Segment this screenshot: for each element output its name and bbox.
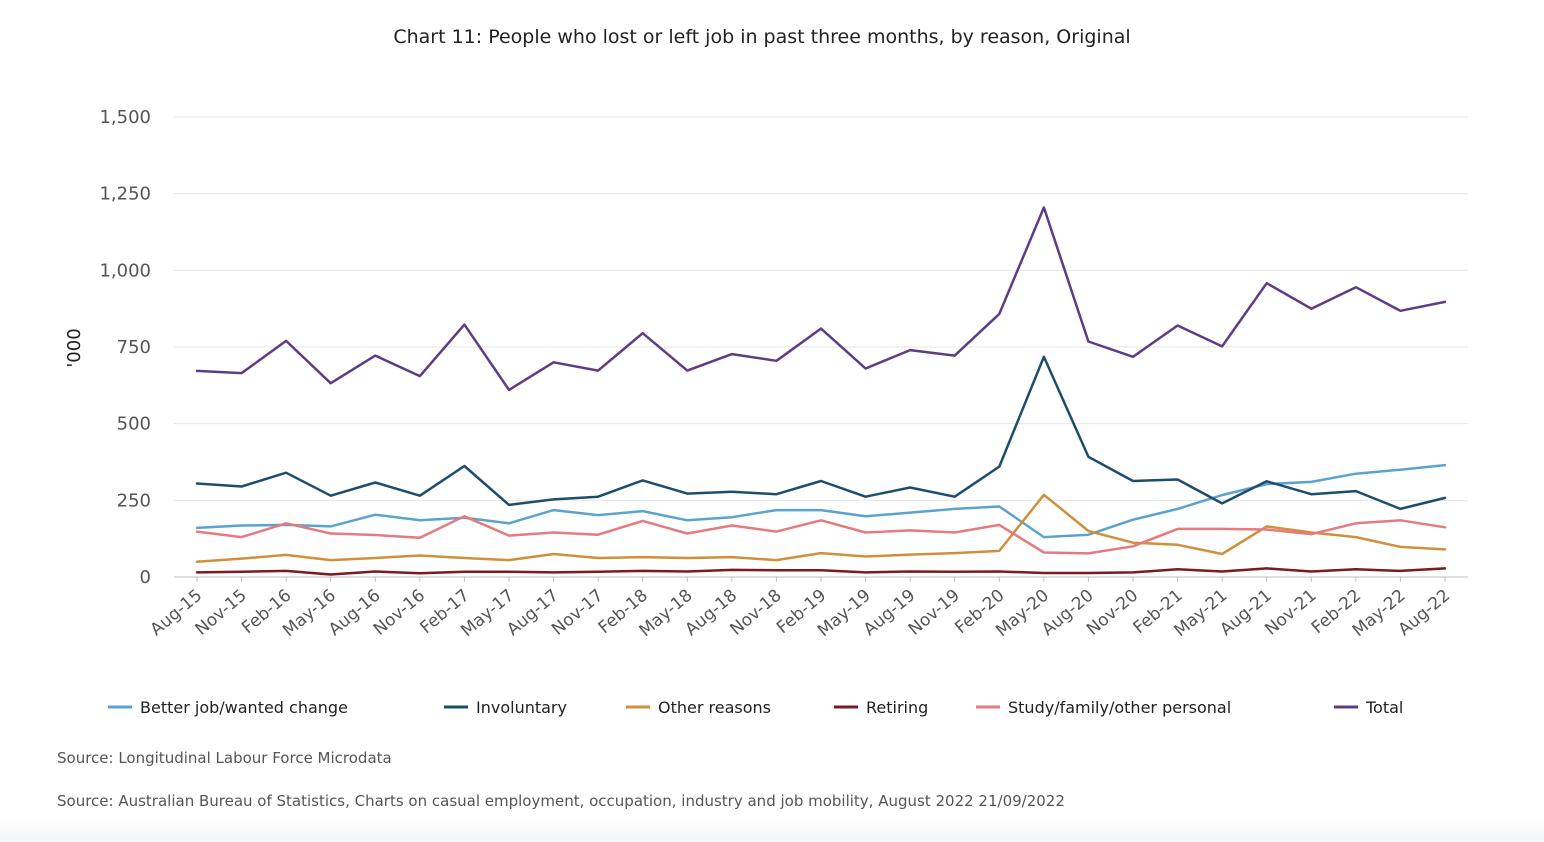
y-tick-label: 1,500 <box>99 107 151 128</box>
y-axis-label: '000 <box>64 328 85 367</box>
y-tick-label: 1,000 <box>99 260 151 281</box>
y-tick-label: 1,250 <box>99 184 151 205</box>
x-tick-label: Nov-21 <box>1261 586 1320 640</box>
source-note-abs: Source: Australian Bureau of Statistics,… <box>57 792 1065 810</box>
page-bottom-edge <box>0 818 1544 842</box>
legend-label: Better job/wanted change <box>140 698 348 717</box>
x-tick-label: Nov-19 <box>905 586 964 640</box>
y-tick-label: 500 <box>117 414 151 435</box>
gridlines <box>174 116 1468 578</box>
source-note-microdata: Source: Longitudinal Labour Force Microd… <box>57 749 392 767</box>
series-line-total <box>195 206 1447 392</box>
legend-label: Study/family/other personal <box>1008 698 1231 717</box>
x-axis-ticks: Aug-15Nov-15Feb-16May-16Aug-16Nov-16Feb-… <box>147 577 1454 641</box>
y-tick-label: 750 <box>117 337 151 358</box>
legend-item-retiring: Retiring <box>834 698 928 717</box>
y-axis-ticks: 0 250 500 750 1,000 1,250 1,500 <box>99 107 151 588</box>
legend-label: Involuntary <box>476 698 567 717</box>
series-line-other-reasons <box>195 493 1447 563</box>
legend-label: Retiring <box>866 698 928 717</box>
series-line-better-job-wanted-change <box>195 463 1447 539</box>
y-tick-label: 0 <box>140 567 151 588</box>
legend-item-better-job-wanted-change: Better job/wanted change <box>108 698 348 717</box>
series-line-retiring <box>195 567 1447 576</box>
legend-item-total: Total <box>1334 698 1403 717</box>
legend: Better job/wanted change Involuntary Other… <box>108 698 1403 717</box>
y-tick-label: 250 <box>117 490 151 511</box>
x-tick-label: Nov-20 <box>1083 586 1142 640</box>
chart-title: Chart 11: People who lost or left job in… <box>393 26 1130 48</box>
x-tick-label: Nov-15 <box>192 586 251 640</box>
legend-item-other-reasons: Other reasons <box>626 698 771 717</box>
legend-label: Other reasons <box>658 698 771 717</box>
x-tick-label: Nov-18 <box>726 586 785 640</box>
legend-item-study-family-other-personal: Study/family/other personal <box>976 698 1231 717</box>
x-tick-label: Nov-17 <box>548 586 607 640</box>
legend-item-involuntary: Involuntary <box>444 698 567 717</box>
series-lines <box>195 206 1447 576</box>
series-line-study-family-other-personal <box>195 515 1447 555</box>
legend-label: Total <box>1365 698 1403 717</box>
x-tick-label: Nov-16 <box>370 586 429 640</box>
series-line-involuntary <box>195 355 1447 511</box>
